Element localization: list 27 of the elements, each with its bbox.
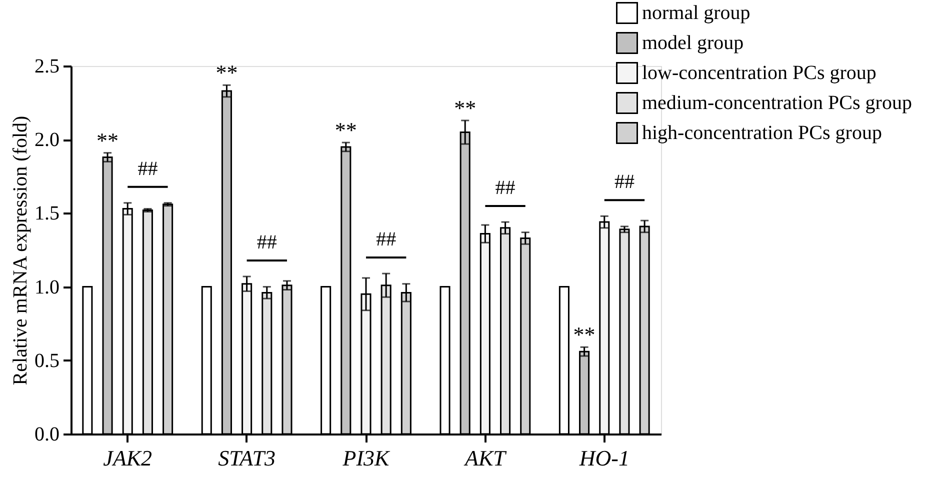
annotation: ##	[495, 177, 516, 200]
annotation: **	[216, 60, 238, 86]
annotation: **	[573, 322, 596, 348]
annotation: ##	[614, 171, 634, 194]
legend-label: normal group	[642, 2, 750, 24]
legend-label: low-concentration PCs group	[642, 62, 876, 84]
legend-label: model group	[642, 32, 744, 54]
y-axis-title: Relative mRNA expression (fold)	[10, 116, 32, 386]
x-tick-label: STAT3	[218, 446, 276, 470]
y-tick-label: 2.5	[34, 56, 60, 78]
x-tick-label: JAK2	[103, 446, 152, 470]
annotation: **	[334, 118, 357, 143]
annotation: **	[96, 128, 119, 153]
annotation: ##	[138, 158, 158, 180]
legend-label: high-concentration PCs group	[642, 122, 882, 144]
annotation: **	[454, 95, 476, 120]
annotation: ##	[376, 228, 396, 251]
x-tick-label: HO-1	[578, 446, 630, 470]
y-tick-label: 1.0	[34, 276, 60, 298]
y-tick-label: 2.0	[34, 129, 60, 152]
y-tick-label: 0.0	[34, 424, 60, 446]
x-tick-label: PI3K	[342, 446, 391, 470]
annotation: ##	[256, 231, 277, 254]
y-tick-label: 0.5	[34, 350, 60, 372]
y-tick-label: 1.5	[34, 202, 60, 225]
legend-label: medium-concentration PCs group	[642, 92, 912, 114]
x-tick-label: AKT	[463, 446, 508, 470]
